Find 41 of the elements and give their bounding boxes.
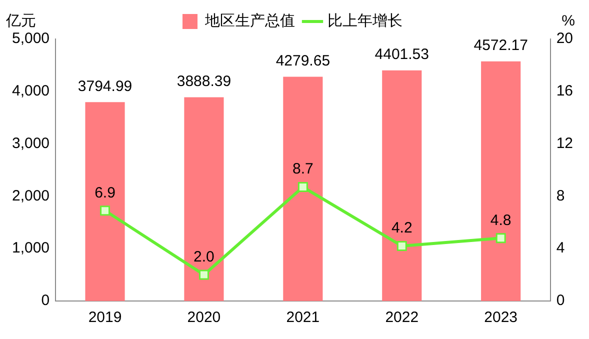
data-label: 3794.99 (78, 78, 132, 95)
y-tick-label: 5,000 (12, 30, 50, 48)
legend-label: 地区生产总值 (204, 12, 295, 30)
y-tick-label: 1,000 (12, 240, 50, 257)
legend-label: 比上年增长 (328, 12, 402, 30)
point (198, 270, 209, 280)
data-label: 4.8 (490, 212, 512, 229)
y-axis-title: 亿元 (5, 12, 36, 30)
data-label: 4279.65 (276, 52, 330, 70)
y-tick-label: 4,000 (12, 82, 50, 100)
y-tick-label: 0 (41, 292, 50, 310)
y2-tick-label: 0 (556, 292, 565, 310)
x-tick-label: 2021 (286, 309, 320, 326)
bar (481, 61, 521, 301)
data-label: 3888.39 (176, 72, 232, 90)
y2-tick-label: 16 (556, 82, 574, 100)
data-label: 4401.53 (374, 46, 429, 63)
bar (85, 102, 125, 301)
y2-tick-label: 12 (556, 134, 574, 152)
bar (184, 97, 224, 301)
y2-tick-label: 8 (556, 187, 565, 204)
x-tick-label: 2019 (88, 309, 122, 326)
data-label: 4.2 (391, 220, 412, 237)
x-tick-label: 2023 (484, 309, 518, 326)
point (396, 240, 407, 251)
x-tick-label: 2020 (187, 309, 221, 326)
data-label: 4572.17 (474, 37, 528, 54)
data-label: 8.7 (292, 160, 314, 178)
bar (283, 76, 323, 301)
y-tick-label: 2,000 (12, 187, 50, 204)
y2-tick-label: 20 (556, 30, 574, 48)
point (298, 182, 308, 192)
point (496, 233, 506, 244)
y2-tick-label: 4 (556, 240, 565, 257)
data-label: 2.0 (194, 248, 214, 266)
point (100, 206, 110, 216)
bar (382, 70, 422, 301)
x-tick-label: 2022 (385, 309, 419, 326)
data-label: 6.9 (94, 184, 116, 202)
y2-axis-title: % (562, 12, 575, 30)
y-tick-label: 3,000 (12, 134, 50, 152)
